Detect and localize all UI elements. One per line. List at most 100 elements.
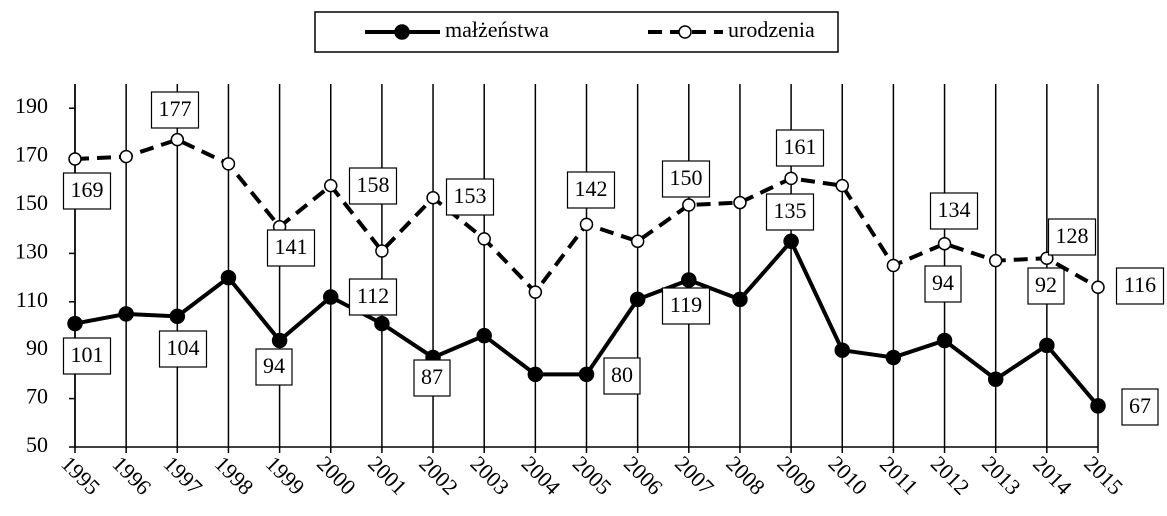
point bbox=[324, 178, 338, 193]
point bbox=[118, 306, 134, 322]
point bbox=[170, 132, 185, 147]
x-tick-label: 2015 bbox=[1079, 451, 1128, 500]
point bbox=[271, 332, 288, 349]
point bbox=[834, 342, 850, 358]
point bbox=[937, 236, 952, 251]
data-label: 177 bbox=[159, 96, 192, 121]
data-label: 119 bbox=[670, 292, 702, 317]
point bbox=[426, 190, 440, 205]
legend-marker bbox=[678, 25, 692, 39]
data-label-box bbox=[603, 357, 641, 395]
point bbox=[630, 234, 645, 249]
point bbox=[169, 308, 186, 325]
point bbox=[579, 217, 594, 232]
data-label-box bbox=[266, 229, 316, 267]
point bbox=[527, 366, 544, 383]
data-label-box bbox=[1121, 388, 1159, 426]
point bbox=[375, 244, 389, 258]
x-tick-label: 1999 bbox=[261, 451, 310, 500]
data-label: 153 bbox=[454, 183, 487, 208]
point bbox=[1090, 398, 1106, 414]
x-tick-label: 2005 bbox=[568, 451, 617, 500]
x-tick-label: 2014 bbox=[1028, 451, 1077, 500]
point bbox=[732, 291, 748, 308]
data-label: 116 bbox=[1124, 272, 1156, 297]
legend-label: urodzenia bbox=[728, 17, 815, 42]
data-label-box bbox=[661, 160, 711, 198]
data-label: 141 bbox=[275, 234, 308, 259]
point bbox=[578, 366, 595, 383]
point bbox=[835, 178, 849, 193]
data-label-box bbox=[775, 129, 825, 167]
data-label-box bbox=[348, 167, 398, 205]
data-label: 101 bbox=[71, 342, 104, 367]
data-label-box bbox=[445, 178, 495, 216]
data-label-box bbox=[150, 91, 200, 129]
y-tick-label: 70 bbox=[26, 384, 48, 409]
data-label-box bbox=[62, 337, 112, 375]
point bbox=[733, 195, 747, 210]
data-label: 142 bbox=[575, 176, 608, 201]
point bbox=[477, 232, 491, 246]
data-label: 134 bbox=[938, 197, 971, 222]
x-tick-label: 2001 bbox=[363, 451, 412, 500]
point bbox=[374, 315, 390, 332]
data-label: 67 bbox=[1129, 393, 1151, 418]
x-tick-label: 2006 bbox=[619, 451, 668, 500]
point bbox=[783, 233, 799, 250]
y-tick-label: 150 bbox=[15, 190, 48, 215]
x-tick-label: 2013 bbox=[977, 451, 1026, 500]
x-tick-label: 2002 bbox=[414, 451, 463, 500]
x-tick-label: 2009 bbox=[772, 451, 821, 500]
x-tick-label: 1998 bbox=[210, 451, 259, 500]
point bbox=[221, 157, 236, 171]
x-tick-label: 2004 bbox=[517, 451, 566, 500]
data-label-box bbox=[661, 287, 711, 325]
x-tick-label: 1995 bbox=[56, 451, 105, 500]
x-tick-label: 1997 bbox=[159, 451, 208, 500]
x-tick-label: 1996 bbox=[107, 451, 156, 500]
x-tick-label: 2012 bbox=[926, 451, 975, 500]
point bbox=[629, 291, 646, 308]
data-label-box bbox=[566, 171, 616, 209]
point bbox=[119, 149, 133, 164]
data-label: 169 bbox=[71, 177, 104, 202]
y-tick-label: 90 bbox=[26, 335, 48, 360]
x-tick-label: 2000 bbox=[312, 451, 361, 500]
data-label: 161 bbox=[784, 134, 817, 159]
data-label: 135 bbox=[774, 198, 807, 223]
data-label-box bbox=[413, 359, 451, 397]
data-label: 112 bbox=[357, 283, 389, 308]
legend-marker bbox=[394, 24, 410, 40]
legend-label: małżeństwa bbox=[445, 17, 549, 42]
x-tick-label: 2007 bbox=[670, 451, 719, 500]
data-label-box bbox=[1027, 267, 1065, 305]
data-label-box bbox=[765, 193, 815, 231]
data-label-box bbox=[1115, 267, 1165, 305]
data-label: 128 bbox=[1056, 223, 1089, 248]
data-label: 87 bbox=[421, 364, 443, 389]
point bbox=[784, 171, 798, 186]
data-label-box bbox=[924, 265, 962, 303]
point bbox=[681, 272, 697, 288]
point bbox=[528, 285, 543, 299]
point bbox=[476, 327, 492, 344]
y-tick-label: 110 bbox=[16, 287, 48, 312]
point bbox=[682, 198, 696, 212]
data-label: 92 bbox=[1035, 272, 1057, 297]
data-label: 150 bbox=[670, 165, 703, 190]
y-tick-label: 50 bbox=[26, 432, 48, 457]
data-label: 94 bbox=[263, 353, 285, 378]
y-tick-label: 190 bbox=[15, 93, 48, 118]
data-label-box bbox=[62, 172, 112, 210]
y-tick-label: 130 bbox=[15, 238, 48, 263]
data-label-box bbox=[929, 192, 979, 230]
data-label-box bbox=[1047, 218, 1097, 256]
data-label: 104 bbox=[167, 335, 200, 360]
x-tick-label: 2010 bbox=[824, 451, 873, 500]
x-tick-label: 2003 bbox=[466, 451, 515, 500]
data-label: 94 bbox=[932, 270, 954, 295]
data-label-box bbox=[348, 278, 398, 316]
point bbox=[936, 332, 953, 349]
